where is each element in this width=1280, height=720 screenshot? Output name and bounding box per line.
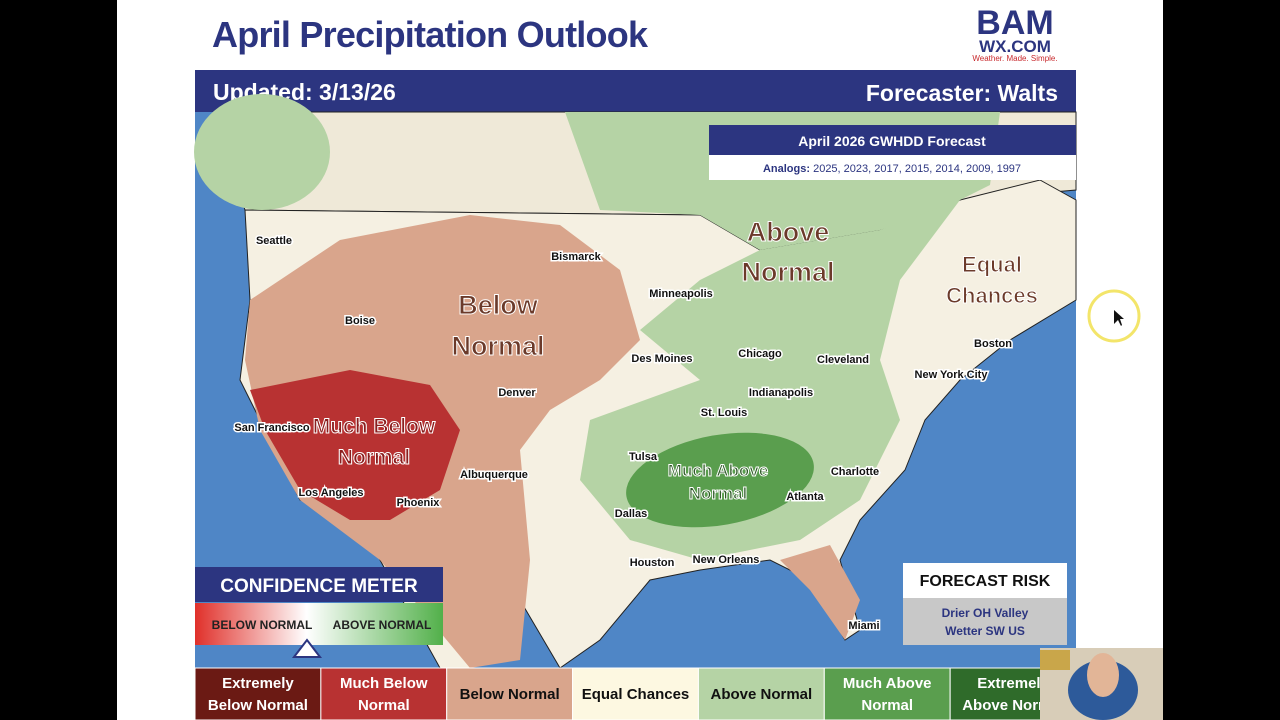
city: Houston <box>630 557 675 569</box>
legend-swatch <box>572 667 699 720</box>
legend-label: Normal <box>861 697 913 714</box>
city: St. Louis <box>701 407 747 419</box>
legend-label: Extremely <box>977 675 1049 692</box>
legend-swatch <box>823 667 951 720</box>
cursor-highlight <box>1087 289 1141 343</box>
confidence-right: ABOVE NORMAL <box>333 618 432 632</box>
legend-label: Below Normal <box>460 686 560 703</box>
zone-below <box>780 545 860 640</box>
logo-site: WX.COM <box>979 37 1051 56</box>
line: Equal <box>962 252 1022 277</box>
confidence-pointer <box>291 638 323 658</box>
legend-swatch <box>446 667 574 720</box>
city: Minneapolis <box>649 288 713 300</box>
analogs-label: Analogs: <box>763 163 810 175</box>
city: Indianapolis <box>749 387 813 399</box>
logo-tagline: Weather. Made. Simple. <box>972 54 1057 63</box>
city: Bismarck <box>551 251 601 263</box>
line: Above <box>747 217 830 247</box>
confidence-bar <box>195 603 443 645</box>
slide-title: April Precipitation Outlook <box>212 14 649 55</box>
city: Charlotte <box>831 466 879 478</box>
risk-title: FORECAST RISK <box>920 573 1051 590</box>
city: New Orleans <box>693 554 760 566</box>
line: Normal <box>338 446 410 469</box>
city: Los Angeles <box>299 487 364 499</box>
legend-label: Below Normal <box>208 697 308 714</box>
city: Des Moines <box>631 353 692 365</box>
line: Normal <box>689 484 748 503</box>
city: Boston <box>974 338 1012 350</box>
webcam-face <box>1087 653 1119 697</box>
city: Albuquerque <box>460 469 528 481</box>
line: Much Above <box>668 461 768 480</box>
risk-header <box>903 563 1067 598</box>
cursor <box>1114 310 1124 326</box>
legend-label: Extremely <box>222 675 294 692</box>
region-label: Much Below Normal <box>313 415 436 469</box>
region-label: Below Normal <box>451 290 544 361</box>
city: Chicago <box>738 348 782 360</box>
risk-line: Wetter SW US <box>945 624 1025 638</box>
city: Phoenix <box>397 497 441 509</box>
logo-name: BAM <box>976 4 1053 42</box>
risk-line: Drier OH Valley <box>942 606 1029 620</box>
city: Seattle <box>256 235 292 247</box>
line: Below <box>458 290 539 320</box>
logo: BAM WX.COM Weather. Made. Simple. <box>972 4 1057 63</box>
legend-label: Normal <box>358 697 410 714</box>
forecast-box-title: April 2026 GWHDD Forecast <box>798 133 986 149</box>
city: Cleveland <box>817 354 869 366</box>
region-label: Above Normal <box>741 217 834 287</box>
header-bar <box>195 70 1076 112</box>
map: April 2026 GWHDD Forecast Analogs: 2025,… <box>194 94 1077 669</box>
confidence-title: CONFIDENCE METER <box>220 576 418 597</box>
city: Tulsa <box>629 451 658 463</box>
legend-label: Above Normal <box>962 697 1064 714</box>
legend: Extremely Below Normal Much Below Normal Bel… <box>194 667 1077 720</box>
zone-much-above <box>626 432 814 528</box>
zone-above <box>194 94 330 210</box>
legend-label: Above Normal <box>711 686 813 703</box>
city: Dallas <box>615 508 647 520</box>
legend-label: Much Below <box>340 675 428 692</box>
legend-swatch <box>194 667 322 720</box>
analogs-years: 2025, 2023, 2017, 2015, 2014, 2009, 1997 <box>813 163 1021 175</box>
forecaster: Forecaster: Walts <box>866 80 1058 106</box>
city: New York City <box>915 369 989 381</box>
line: Normal <box>451 331 544 361</box>
legend-swatch <box>697 667 825 720</box>
legend-label: Equal Chances <box>582 686 690 703</box>
city: Denver <box>498 387 536 399</box>
forecast-box-body <box>709 155 1076 180</box>
city: San Francisco <box>234 422 309 434</box>
legend-swatch <box>320 667 448 720</box>
risk-body <box>903 598 1067 645</box>
line: Normal <box>741 257 834 287</box>
webcam-object <box>1040 650 1070 670</box>
city: Atlanta <box>786 491 824 503</box>
city: Boise <box>345 315 375 327</box>
zone-much-below <box>250 370 460 520</box>
forecast-box-header <box>709 125 1076 155</box>
region-label: Equal Chances <box>946 252 1038 308</box>
city: Miami <box>848 620 879 632</box>
region-label: Much Above Normal <box>668 461 768 503</box>
analogs: Analogs: 2025, 2023, 2017, 2015, 2014, 2… <box>763 163 1021 175</box>
webcam <box>1040 648 1163 720</box>
line: Chances <box>946 283 1038 308</box>
legend-label: Much Above <box>843 675 932 692</box>
confidence-header <box>195 567 443 602</box>
confidence-left: BELOW NORMAL <box>212 618 313 632</box>
line: Much Below <box>313 415 436 438</box>
